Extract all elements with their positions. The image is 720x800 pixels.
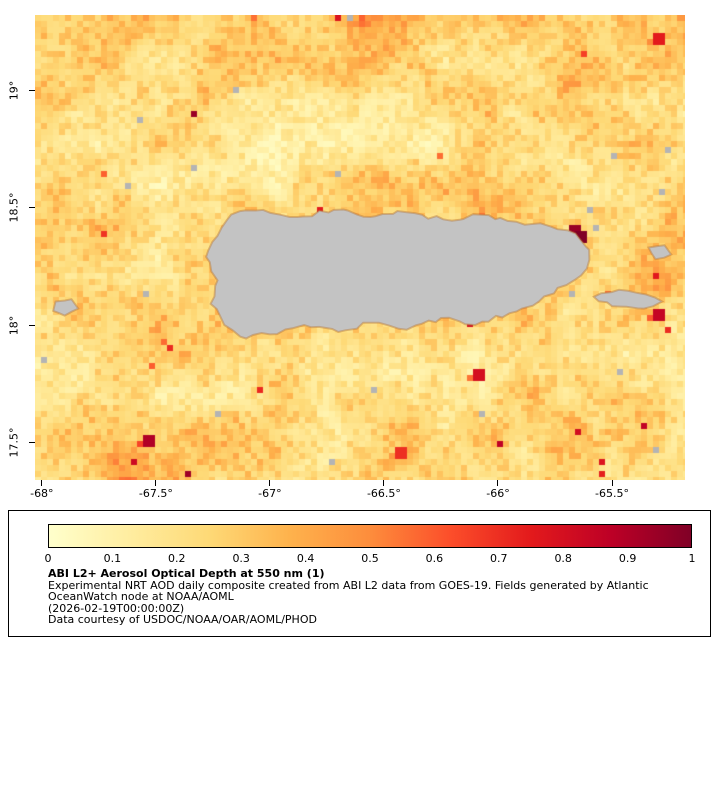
land-culebra: [646, 244, 673, 261]
land-vieques: [592, 288, 665, 310]
y-tick-label: 18°: [2, 295, 26, 355]
land-mona: [52, 298, 80, 317]
colorbar-tick-label: 0.1: [103, 552, 122, 565]
land-puerto_rico: [204, 208, 591, 340]
colorbar-tick-label: 0.5: [361, 552, 379, 565]
colorbar-tick-label: 0.9: [618, 552, 637, 565]
y-tick-label-text: 18°: [7, 315, 21, 335]
colorbar-tick-label: 0.8: [554, 552, 572, 565]
colorbar-tick-label: 1: [688, 552, 696, 565]
y-tick-mark: [29, 89, 35, 91]
y-tick-label: 17.5°: [2, 412, 26, 472]
legend-timestamp: (2026-02-19T00:00:00Z): [48, 601, 185, 615]
x-tick-label: -67.5°: [138, 487, 173, 500]
legend-title: ABI L2+ Aerosol Optical Depth at 550 nm …: [48, 567, 325, 580]
y-tick-mark: [29, 441, 35, 443]
y-tick-label: 19°: [2, 60, 26, 120]
x-tick-mark: [383, 480, 385, 486]
colorbar-tick-label: 0.2: [168, 552, 186, 565]
x-tick-label: -66°: [486, 487, 510, 500]
legend-courtesy: Data courtesy of USDOC/NOAA/OAR/AOML/PHO…: [48, 613, 317, 626]
x-tick-label: -65.5°: [595, 487, 629, 500]
colorbar-tick-label: 0.6: [425, 552, 444, 565]
land-overlay: [52, 208, 673, 340]
x-tick-label: -66.5°: [366, 487, 401, 500]
y-tick-label: 18.5°: [2, 178, 26, 238]
colorbar-scale: 0 0.1 0.2 0.3 0.4 0.5 0.6 0.7 0.8 0.9 1: [9, 511, 710, 636]
legend-description-line1: Experimental NRT AOD daily composite cre…: [48, 578, 649, 592]
y-tick-label-text: 18.5°: [7, 192, 21, 223]
colorbar-tick-label: 0.3: [232, 552, 250, 565]
colorbar-tick-label: 0.7: [490, 552, 508, 565]
y-tick-mark: [29, 324, 35, 326]
legend-description-line2: OceanWatch node at NOAA/AOML: [48, 590, 234, 603]
x-tick-mark: [269, 480, 271, 486]
colorbar-tick-label: 0.4: [296, 552, 315, 565]
x-tick-label: -68°: [30, 487, 54, 500]
x-tick-label: -67°: [258, 487, 282, 500]
map-plot: [35, 15, 685, 480]
x-tick-mark: [497, 480, 499, 486]
y-tick-label-text: 19°: [7, 80, 21, 100]
colorbar: [48, 524, 692, 548]
x-tick-mark: [611, 480, 613, 486]
y-tick-mark: [29, 207, 35, 209]
colorbar-tick-label: 0: [44, 552, 52, 565]
x-tick-mark: [155, 480, 157, 486]
legend-box: 0 0.1 0.2 0.3 0.4 0.5 0.6 0.7 0.8 0.9 1 ABI L2+ Ae…: [8, 510, 711, 637]
legend-text: ABI L2+ Aerosol Optical Depth at 550 nm …: [48, 568, 649, 626]
x-tick-mark: [41, 480, 43, 486]
y-tick-label-text: 17.5°: [7, 427, 21, 458]
